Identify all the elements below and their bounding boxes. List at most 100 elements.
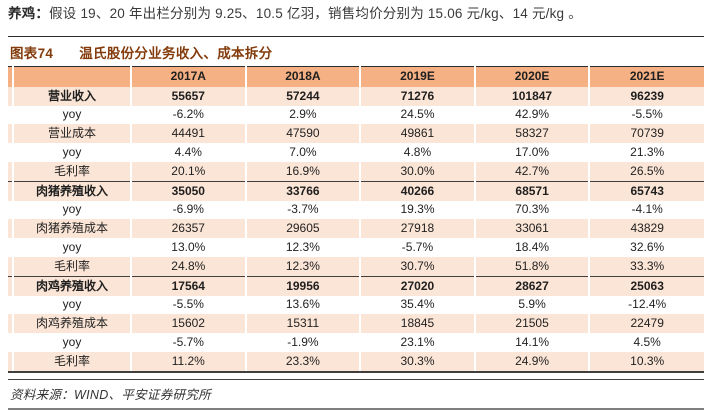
value-cell: -1.9% [244, 333, 361, 353]
value-cell: 55657 [130, 86, 246, 106]
table-row: yoy -6.9% -3.7% 19.3% 70.3% -4.1% [8, 200, 704, 220]
value-cell: 33.3% [588, 257, 704, 277]
value-cell: 65743 [588, 180, 704, 201]
value-cell: 30.0% [359, 162, 475, 182]
value-cell: 43829 [588, 219, 704, 239]
value-cell: 12.3% [244, 238, 361, 258]
row-label-cell: yoy [12, 105, 131, 125]
value-cell: 51.8% [473, 257, 590, 277]
value-cell: 24.8% [130, 257, 246, 277]
value-cell: 21505 [473, 314, 590, 334]
intro-lead-label: 养鸡： [8, 6, 50, 21]
table-row: yoy -5.7% -1.9% 23.1% 14.1% 4.5% [8, 333, 704, 353]
value-cell: 15311 [244, 314, 361, 334]
row-label-cell: 肉鸡养殖成本 [12, 314, 131, 334]
row-label-cell: yoy [12, 238, 131, 258]
value-cell: 4.5% [588, 333, 704, 353]
row-label-cell: 毛利率 [12, 162, 131, 182]
value-cell: 4.8% [359, 143, 475, 163]
row-label-cell: 毛利率 [12, 257, 131, 277]
value-cell: 71276 [359, 86, 475, 106]
value-cell: 57244 [244, 86, 361, 106]
row-label-cell: 营业成本 [12, 124, 131, 144]
value-cell: 17.0% [473, 143, 590, 163]
value-cell: 42.7% [473, 162, 590, 182]
value-cell: 27020 [359, 275, 475, 296]
row-label-cell: 肉猪养殖成本 [12, 219, 131, 239]
value-cell: 24.5% [359, 105, 475, 125]
table-row: 营业成本 44491 47590 49861 58327 70739 [8, 124, 704, 144]
row-indent-cell [8, 162, 13, 182]
row-label-cell: yoy [12, 333, 131, 353]
row-label-cell: 营业收入 [12, 86, 131, 106]
header-year-cell: 2020E [473, 66, 590, 87]
row-label-cell: 毛利率 [12, 352, 131, 373]
value-cell: 40266 [359, 180, 475, 201]
value-cell: 29605 [244, 219, 361, 239]
table-row: 肉鸡养殖收入 17564 19956 27020 28627 25063 [8, 275, 704, 296]
value-cell: 14.1% [473, 333, 590, 353]
row-indent-cell [8, 86, 13, 106]
table-row: 毛利率 11.2% 23.3% 30.3% 24.9% 10.3% [8, 352, 704, 373]
header-indent-cell [8, 66, 13, 87]
value-cell: 35.4% [359, 295, 475, 315]
value-cell: -12.4% [588, 295, 704, 315]
header-year-cell: 2019E [359, 66, 475, 87]
value-cell: 11.2% [130, 352, 246, 373]
value-cell: 30.3% [359, 352, 475, 373]
value-cell: 25063 [588, 275, 704, 296]
value-cell: 12.3% [244, 257, 361, 277]
value-cell: 18845 [359, 314, 475, 334]
table-row: 营业收入 55657 57244 71276 101847 96239 [8, 86, 704, 106]
value-cell: 58327 [473, 124, 590, 144]
row-indent-cell [8, 180, 13, 201]
value-cell: 13.6% [244, 295, 361, 315]
intro-text: 假设 19、20 年出栏分别为 9.25、10.5 亿羽，销售均价分别为 15.… [49, 6, 582, 21]
table-header-row: 2017A 2018A 2019E 2020E 2021E [8, 66, 704, 87]
value-cell: -5.7% [359, 238, 475, 258]
figure-caption: 图表74 温氏股份分业务收入、成本拆分 [8, 37, 704, 66]
value-cell: -3.7% [244, 200, 361, 220]
value-cell: 19956 [244, 275, 361, 296]
row-label-cell: 肉猪养殖收入 [12, 180, 131, 201]
row-indent-cell [8, 314, 13, 334]
row-label-cell: 肉鸡养殖收入 [12, 275, 131, 296]
row-label-cell: yoy [12, 295, 131, 315]
value-cell: 33766 [244, 180, 361, 201]
value-cell: -6.2% [130, 105, 246, 125]
value-cell: 33061 [473, 219, 590, 239]
value-cell: 5.9% [473, 295, 590, 315]
value-cell: 49861 [359, 124, 475, 144]
source-note: 资料来源：WIND、平安证券研究所 [8, 378, 704, 410]
value-cell: 32.6% [588, 238, 704, 258]
value-cell: 17564 [130, 275, 246, 296]
intro-paragraph: 养鸡：假设 19、20 年出栏分别为 9.25、10.5 亿羽，销售均价分别为 … [8, 0, 704, 24]
value-cell: 28627 [473, 275, 590, 296]
value-cell: 18.4% [473, 238, 590, 258]
header-year-cell: 2017A [130, 66, 246, 87]
header-label-cell [12, 66, 131, 87]
value-cell: -5.5% [588, 105, 704, 125]
value-cell: 30.7% [359, 257, 475, 277]
value-cell: 70739 [588, 124, 704, 144]
value-cell: -5.5% [130, 295, 246, 315]
value-cell: 20.1% [130, 162, 246, 182]
row-indent-cell [8, 275, 13, 296]
value-cell: 27918 [359, 219, 475, 239]
table-row: 毛利率 20.1% 16.9% 30.0% 42.7% 26.5% [8, 162, 704, 182]
divider [8, 35, 704, 37]
row-label-cell: yoy [12, 143, 131, 163]
table-row: yoy -6.2% 2.9% 24.5% 42.9% -5.5% [8, 105, 704, 125]
value-cell: 4.4% [130, 143, 246, 163]
value-cell: 23.3% [244, 352, 361, 373]
table-row: 肉猪养殖成本 26357 29605 27918 33061 43829 [8, 219, 704, 239]
value-cell: 15602 [130, 314, 246, 334]
value-cell: 42.9% [473, 105, 590, 125]
table-row: 毛利率 24.8% 12.3% 30.7% 51.8% 33.3% [8, 257, 704, 277]
value-cell: -6.9% [130, 200, 246, 220]
row-indent-cell [8, 124, 13, 144]
table-body: 营业收入 55657 57244 71276 101847 96239 yoy -6.2% 2.… [8, 86, 704, 373]
table-row: 肉猪养殖收入 35050 33766 40266 68571 65743 [8, 180, 704, 201]
value-cell: 2.9% [244, 105, 361, 125]
data-table: 2017A 2018A 2019E 2020E 2021E 营业收入 55657 57244… [8, 65, 704, 373]
